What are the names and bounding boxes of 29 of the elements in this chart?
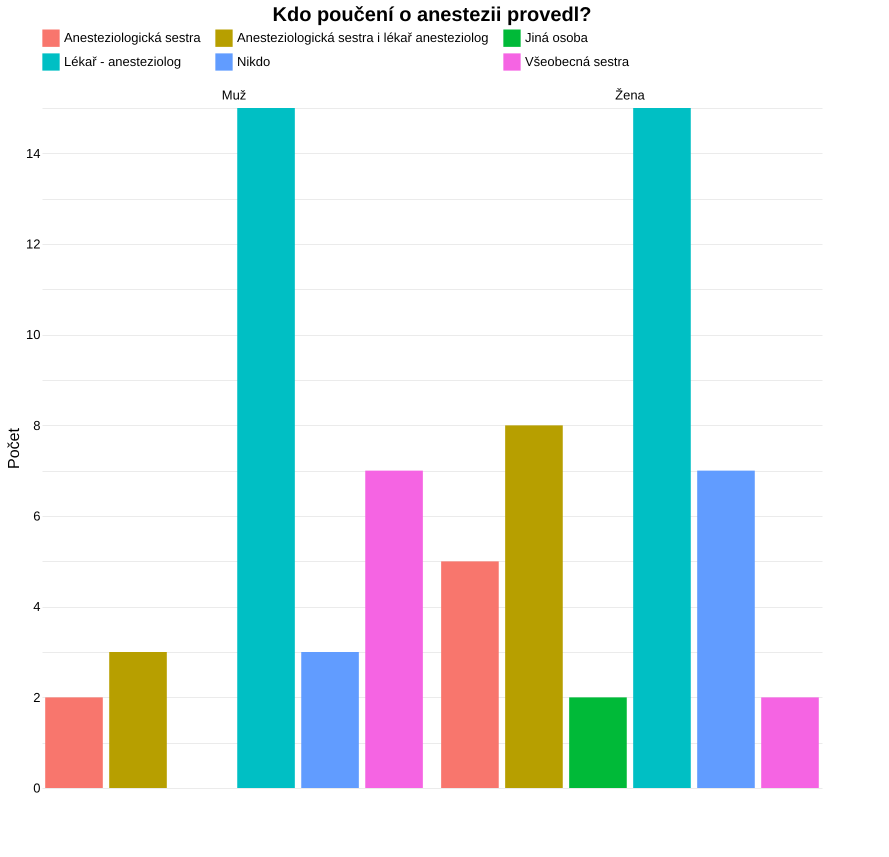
y-tick-label: 6	[33, 508, 40, 524]
legend-label: Všeobecná sestra	[525, 54, 630, 69]
legend-label: Anesteziologická sestra	[64, 30, 202, 46]
bar	[441, 561, 499, 788]
bar	[365, 470, 423, 788]
y-tick-label: 12	[26, 236, 40, 252]
legend-label: Nikdo	[237, 54, 270, 69]
y-tick-label: 8	[33, 418, 40, 433]
y-tick-label: 14	[26, 146, 40, 161]
y-axis-title: Počet	[6, 427, 24, 469]
x-tick-label: Žena	[615, 88, 646, 102]
y-tick-label: 10	[26, 327, 40, 342]
y-tick-label: 4	[33, 599, 40, 614]
chart-title: Kdo poučení o anestezii provedl?	[272, 4, 592, 26]
legend-label: Jiná osoba	[525, 30, 589, 46]
legend-label: Anesteziologická sestra i lékař anesteziolog	[237, 30, 488, 46]
bar	[569, 697, 627, 788]
y-tick-label: 2	[33, 690, 40, 705]
bar	[505, 425, 563, 788]
x-tick-label: Muž	[222, 88, 246, 102]
bar	[761, 697, 819, 788]
bar	[633, 108, 691, 788]
bar	[237, 108, 295, 788]
bar	[301, 652, 359, 788]
legend-label: Lékař - anesteziolog	[64, 54, 182, 69]
bar	[109, 652, 167, 788]
y-tick-label: 0	[33, 780, 40, 796]
bar	[45, 697, 103, 788]
bar	[697, 470, 755, 788]
